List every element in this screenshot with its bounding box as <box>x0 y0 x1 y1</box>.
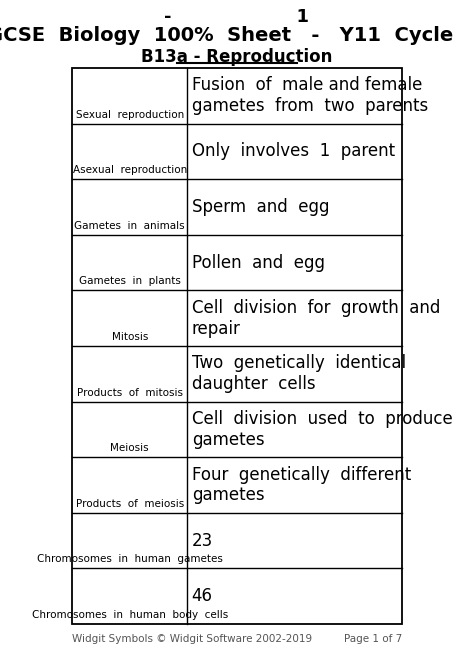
Text: -                    1: - 1 <box>164 8 310 26</box>
Text: Cell  division  for  growth  and
repair: Cell division for growth and repair <box>191 299 440 338</box>
Text: Products  of  mitosis: Products of mitosis <box>77 388 183 397</box>
Text: GCSE  Biology  100%  Sheet   -   Y11  Cycle   1: GCSE Biology 100% Sheet - Y11 Cycle 1 <box>0 26 474 45</box>
Text: Sperm  and  egg: Sperm and egg <box>191 198 329 216</box>
Text: Widgit Symbols © Widgit Software 2002-2019: Widgit Symbols © Widgit Software 2002-20… <box>72 634 312 644</box>
Text: Chromosomes  in  human  gametes: Chromosomes in human gametes <box>37 554 223 564</box>
Text: Products  of  meiosis: Products of meiosis <box>76 498 184 509</box>
Text: Chromosomes  in  human  body  cells: Chromosomes in human body cells <box>32 610 228 620</box>
Text: Only  involves  1  parent: Only involves 1 parent <box>191 143 395 160</box>
Text: 23: 23 <box>191 531 213 549</box>
Text: Pollen  and  egg: Pollen and egg <box>191 254 325 271</box>
Text: Four  genetically  different
gametes: Four genetically different gametes <box>191 466 411 505</box>
Text: B13a - Reproduction: B13a - Reproduction <box>141 48 333 66</box>
Text: Meiosis: Meiosis <box>110 443 149 453</box>
Text: Fusion  of  male and female
gametes  from  two  parents: Fusion of male and female gametes from t… <box>191 76 428 115</box>
Text: Mitosis: Mitosis <box>111 332 148 342</box>
Text: Page 1 of 7: Page 1 of 7 <box>344 634 402 644</box>
Bar <box>72 68 402 624</box>
Text: Two  genetically  identical
daughter  cells: Two genetically identical daughter cells <box>191 354 406 393</box>
Text: Gametes  in  animals: Gametes in animals <box>74 221 185 230</box>
Text: 46: 46 <box>191 587 213 605</box>
Text: Sexual  reproduction: Sexual reproduction <box>76 110 184 120</box>
Text: Cell  division  used  to  produce
gametes: Cell division used to produce gametes <box>191 410 452 449</box>
Text: Gametes  in  plants: Gametes in plants <box>79 277 181 286</box>
Text: Asexual  reproduction: Asexual reproduction <box>73 165 187 175</box>
